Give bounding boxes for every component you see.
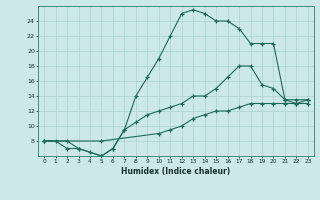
X-axis label: Humidex (Indice chaleur): Humidex (Indice chaleur) [121, 167, 231, 176]
